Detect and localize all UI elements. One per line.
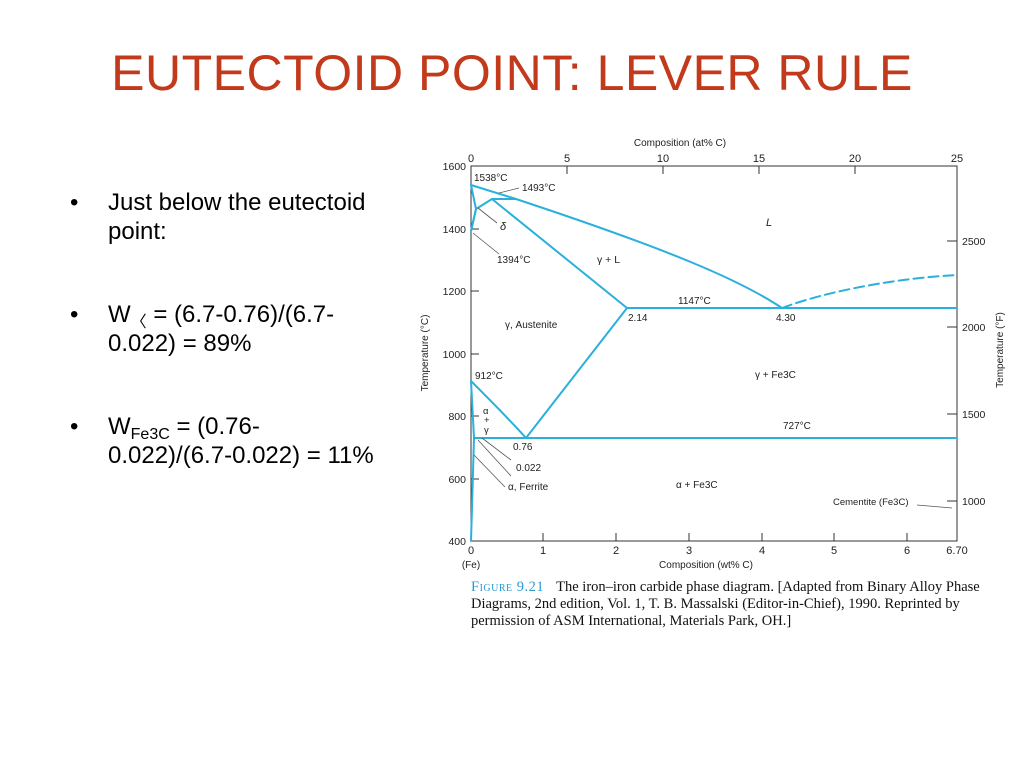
label-4-30: 4.30 [776,313,796,324]
bullet-text-formula: = (6.7-0.76)/(6.7-0.022) = 89% [108,301,335,357]
bottom-tick-label: 1 [540,545,546,557]
bullet-text-formula: = (0.76-0.022)/(6.7-0.022) = 11% [108,413,374,469]
label-1538: 1538°C [474,173,507,184]
label-1493: 1493°C [522,183,555,194]
bullet-dot: • [70,301,79,328]
alpha-gamma-left [470,380,475,439]
phase-diagram-figure: Composition (at% C) 0 5 10 15 20 25 1600… [410,130,1010,640]
label-gamma-l: γ + L [597,254,620,266]
delta-region-lines [470,184,517,210]
bullet-dot: • [70,189,79,216]
a3-line [470,380,527,439]
label-liquid: L [766,217,772,229]
label-alpha-gamma: α [483,406,489,417]
bullet-text-w: W [108,301,131,328]
bottom-tick-label: 4 [759,545,765,557]
label-1394: 1394°C [497,255,530,266]
bottom-axis-ticks [542,533,908,541]
left-tick-label: 800 [448,411,466,423]
label-gamma-fe3c: γ + Fe3C [755,370,796,381]
label-ferrite: α, Ferrite [508,482,549,493]
bullet-item: • WFe3C = (0.76-0.022)/(6.7-0.022) = 11% [70,412,375,470]
label-cementite: Cementite (Fe3C) [833,497,909,508]
solidus-line [491,198,628,309]
label-2-14: 2.14 [628,313,648,324]
phase-diagram: Composition (at% C) 0 5 10 15 20 25 1600… [420,138,1006,571]
bullet-subscript: 〈 [130,314,147,331]
bullet-text-w: W [108,413,131,440]
bottom-axis-label: Composition (wt% C) [659,560,753,571]
top-tick-label: 20 [849,153,861,165]
liquidus-line [470,184,783,309]
bullet-item: • W〈 = (6.7-0.76)/(6.7-0.022) = 89% [70,300,375,358]
figure-label: Figure 9.21 [471,579,545,595]
label-0-76: 0.76 [513,442,533,453]
left-tick-label: 1000 [443,349,467,361]
top-axis-label: Composition (at% C) [634,138,726,149]
bottom-tick-label: 6 [904,545,910,557]
left-axis-label: Temperature (°C) [420,315,431,392]
bullet-subscript: Fe3C [130,426,170,443]
top-tick-label: 25 [951,153,963,165]
top-tick-label: 0 [468,153,474,165]
ferrite-solvus [470,437,475,542]
caption-text: The iron–iron carbide phase diagram. [Ad… [471,579,980,629]
left-tick-label: 1200 [443,286,467,298]
bottom-tick-label: 5 [831,545,837,557]
left-tick-label: 1600 [443,161,467,173]
top-tick-label: 15 [753,153,765,165]
slide-title: EUTECTOID POINT: LEVER RULE [111,45,913,101]
label-1147: 1147°C [678,296,711,307]
bottom-tick-label: 2 [613,545,619,557]
phase-boundaries [470,184,958,542]
label-912: 912°C [475,371,503,382]
label-alpha-gamma: + [484,415,490,426]
right-tick-label: 1500 [962,409,986,421]
right-tick-label: 2500 [962,236,986,248]
bottom-tick-label: 0 [468,545,474,557]
right-axis-label: Temperature (°F) [995,312,1006,388]
left-tick-label: 600 [448,474,466,486]
left-tick-label: 1400 [443,224,467,236]
right-tick-label: 2000 [962,322,986,334]
figure-caption: Figure 9.21 The iron–iron carbide phase d… [471,579,991,630]
label-delta: δ [500,221,507,233]
top-tick-label: 5 [564,153,570,165]
bottom-sub-label: (Fe) [462,560,480,571]
label-austenite: γ, Austenite [505,320,558,331]
top-axis-ticks [470,166,856,174]
annotation-arrows [472,187,953,509]
delta-left-line [470,208,477,232]
left-tick-label: 400 [448,536,466,548]
label-0-022: 0.022 [516,463,541,474]
bottom-tick-label: 6.70 [946,545,967,557]
bullet-list: • Just below the eutectoid point: • W〈 =… [70,188,375,524]
bullet-dot: • [70,413,79,440]
left-axis-ticks [471,228,479,480]
top-tick-label: 10 [657,153,669,165]
bullet-text: Just below the eutectoid point: [108,189,366,245]
bottom-tick-label: 3 [686,545,692,557]
label-alpha-fe3c: α + Fe3C [676,480,718,491]
liquidus-dashed [781,274,958,309]
right-tick-label: 1000 [962,496,986,508]
acm-line [525,307,628,439]
right-axis-ticks [947,240,957,502]
bullet-item: • Just below the eutectoid point: [70,188,375,246]
label-alpha-gamma: γ [484,425,489,436]
label-727: 727°C [783,421,811,432]
